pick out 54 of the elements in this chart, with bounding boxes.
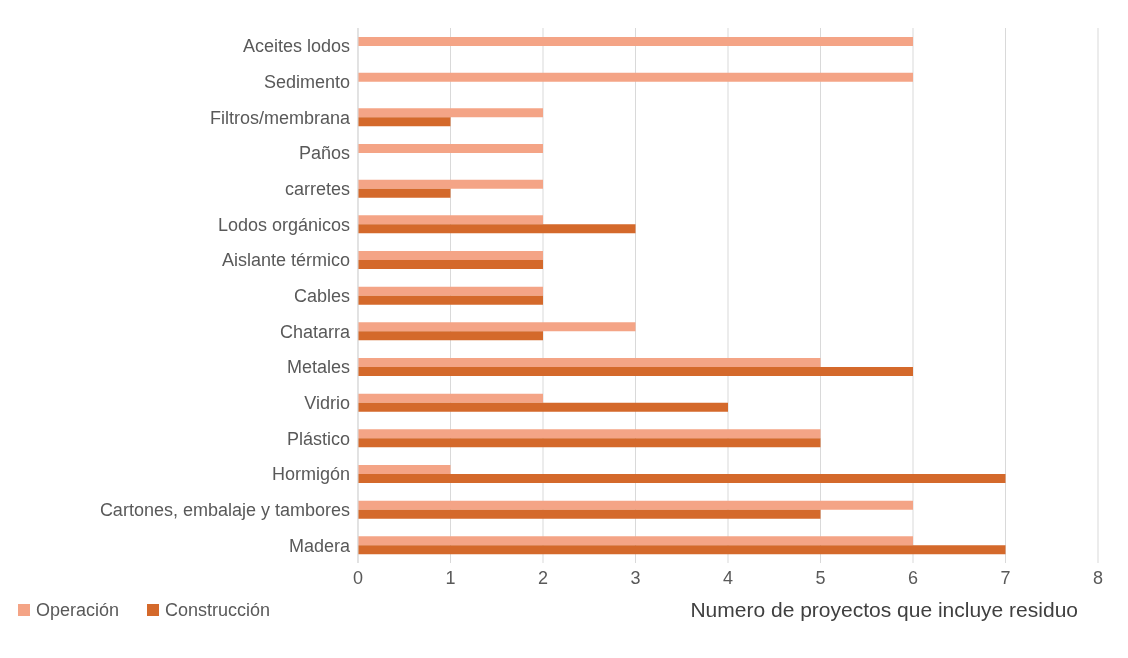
y-tick-label: Chatarra [279,321,351,342]
bar [358,331,543,341]
x-tick-label: 0 [352,567,364,588]
x-axis-title: Numero de proyectos que incluye residuo [690,598,1078,622]
bar [358,322,636,332]
y-tick-label: Vidrio [304,392,350,413]
bar [358,500,913,510]
bar [358,429,821,439]
bar [358,260,543,269]
y-tick-label: Madera [288,535,351,556]
y-tick-label: Filtros/membrana [209,107,351,128]
bar [358,251,543,260]
y-tick-label: Aceites lodos [242,36,350,57]
bar [358,37,913,46]
bar [358,117,451,127]
bar [358,108,543,118]
y-tick-label: Sedimento [263,71,350,92]
bar [358,536,913,546]
bar [358,509,821,519]
x-tick-label: 1 [445,567,456,588]
y-tick-label: Aislante térmico [221,250,350,271]
x-tick-label: 2 [537,567,549,588]
bar [358,72,913,82]
bar [358,224,636,234]
bar [358,474,1006,483]
bar [358,179,543,189]
legend-label: Operación [36,599,120,621]
x-tick-label: 3 [630,567,641,588]
bar [358,465,451,474]
bar [358,367,913,376]
x-tick-label: 8 [1092,567,1104,588]
bar [358,144,543,153]
y-tick-label: Metales [286,357,350,378]
x-tick-label: 7 [1000,567,1011,588]
bar [358,545,1006,555]
bar [358,438,821,448]
x-tick-label: 6 [907,567,919,588]
legend-label: Construcción [165,599,271,621]
y-tick-label: Hormigón [271,464,350,485]
y-tick-label: carretes [284,178,350,199]
y-tick-label: Paños [298,143,350,164]
bar [358,402,728,412]
bar [358,286,543,296]
x-tick-label: 5 [815,567,826,588]
y-tick-label: Plástico [286,428,350,449]
bar [358,188,451,198]
bar [358,215,543,225]
y-tick-label: Cables [293,285,350,306]
x-tick-label: 4 [722,567,734,588]
y-tick-label: Cartones, embalaje y tambores [99,499,350,520]
bar [358,393,543,403]
bar [358,358,821,367]
y-tick-label: Lodos orgánicos [217,214,350,235]
bar [358,295,543,305]
